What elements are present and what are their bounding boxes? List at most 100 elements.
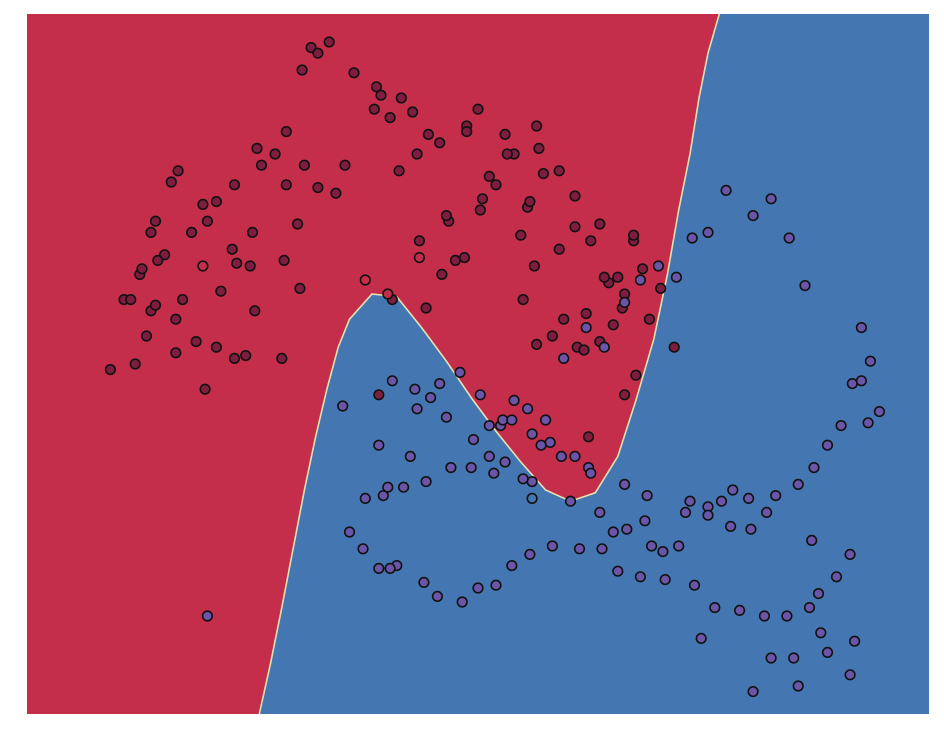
class-0-point	[330, 187, 342, 199]
class-0-point	[152, 254, 164, 266]
class-1-point	[792, 680, 804, 692]
class-1-point	[848, 635, 861, 647]
class-0-point	[228, 179, 241, 191]
class-1-point	[382, 481, 394, 493]
class-1-point	[398, 481, 410, 493]
class-1-point	[659, 573, 671, 586]
class-0-point	[636, 263, 649, 275]
class-1-point	[770, 490, 782, 502]
class-0-point	[533, 142, 545, 154]
class-1-point	[844, 548, 856, 561]
class-1-point	[373, 439, 385, 451]
class-1-point	[573, 543, 586, 555]
class-1-point	[508, 394, 520, 407]
class-0-point	[215, 285, 227, 297]
class-0-point	[411, 148, 423, 160]
class-0-point	[249, 305, 261, 317]
class-1-point	[483, 420, 495, 432]
class-1-point	[420, 476, 432, 488]
class-1-point	[434, 378, 446, 390]
class-1-point	[594, 506, 606, 519]
class-1-point	[454, 366, 466, 379]
class-0-point	[228, 352, 241, 365]
class-1-point	[720, 184, 732, 196]
class-0-point	[294, 282, 306, 295]
scatter-points	[104, 36, 886, 698]
class-0-point	[618, 389, 631, 401]
class-1-point	[499, 456, 511, 468]
class-0-point	[210, 196, 222, 208]
class-0-point	[393, 165, 405, 177]
class-0-point	[422, 128, 435, 140]
class-0-point	[582, 431, 595, 443]
class-1-point	[357, 543, 369, 555]
class-1-point	[781, 610, 793, 622]
class-1-point	[343, 526, 356, 538]
class-0-point	[483, 170, 495, 182]
class-1-point	[760, 506, 773, 519]
class-0-point	[515, 229, 527, 241]
class-1-point	[585, 467, 597, 479]
class-1-point	[803, 601, 816, 614]
class-1-point	[634, 274, 647, 286]
class-0-point	[136, 263, 148, 275]
class-0-point	[546, 330, 559, 342]
class-0-point	[449, 254, 462, 266]
class-0-misclassified-point	[526, 492, 538, 505]
class-1-misclassified-point	[413, 252, 426, 264]
class-1-point	[488, 467, 500, 479]
class-0-point	[476, 193, 489, 205]
class-1-point	[830, 571, 843, 583]
class-0-point	[458, 252, 471, 264]
class-0-point	[537, 168, 550, 180]
class-1-point	[862, 417, 874, 429]
class-0-point	[474, 204, 486, 216]
class-1-point	[384, 562, 396, 575]
class-1-point	[806, 534, 818, 547]
class-0-point	[165, 176, 177, 188]
class-1-point	[386, 375, 398, 387]
class-1-point	[598, 341, 610, 353]
class-1-point	[855, 322, 868, 334]
class-0-point	[170, 313, 182, 325]
class-0-point	[140, 330, 153, 342]
class-1-misclassified-point	[197, 260, 209, 272]
class-0-point	[420, 302, 432, 314]
class-0-point	[580, 308, 592, 320]
class-0-point	[598, 271, 610, 283]
class-1-point	[844, 669, 856, 681]
class-1-point	[337, 400, 349, 412]
class-0-point	[190, 336, 202, 348]
class-0-point	[440, 210, 453, 222]
class-0-point	[170, 347, 182, 359]
class-1-point	[539, 414, 552, 426]
class-1-point	[497, 414, 509, 426]
class-1-point	[467, 434, 480, 446]
class-1-point	[724, 520, 737, 533]
class-1-point	[641, 490, 653, 502]
class-0-point	[578, 344, 590, 356]
class-0-point	[407, 106, 419, 118]
class-0-point	[375, 89, 387, 101]
class-1-misclassified-point	[359, 274, 371, 286]
class-0-point	[436, 268, 448, 281]
class-1-point	[201, 610, 213, 622]
class-0-point	[292, 218, 304, 230]
class-1-point	[808, 462, 820, 474]
class-0-point	[594, 218, 606, 230]
class-0-point	[231, 257, 243, 269]
class-0-point	[149, 299, 162, 311]
class-1-point	[580, 322, 592, 334]
class-1-point	[618, 296, 631, 309]
class-0-point	[255, 159, 268, 171]
class-0-region	[27, 14, 720, 714]
class-0-point	[149, 215, 162, 227]
class-0-point	[312, 47, 324, 59]
class-1-point	[765, 193, 777, 205]
class-1-point	[359, 492, 371, 505]
class-1-point	[747, 210, 759, 222]
class-1-point	[846, 378, 858, 390]
class-0-point	[370, 81, 383, 93]
class-0-point	[553, 243, 565, 255]
